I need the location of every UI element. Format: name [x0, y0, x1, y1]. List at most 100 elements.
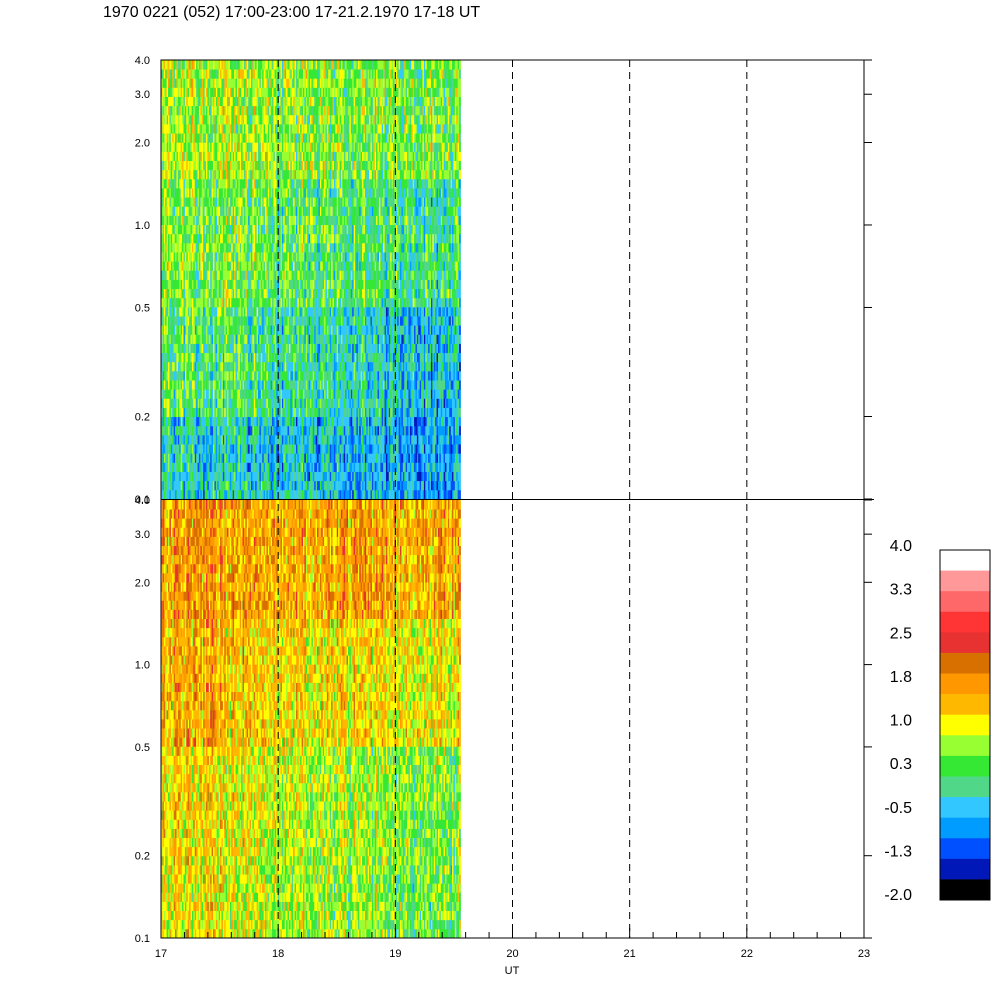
heatmap-cell — [253, 398, 256, 408]
heatmap-cell — [200, 425, 203, 436]
heatmap-cell — [177, 96, 180, 107]
heatmap-cell — [200, 242, 203, 253]
heatmap-cell — [215, 96, 218, 107]
heatmap-cell — [260, 389, 263, 399]
heatmap-cell — [193, 334, 196, 344]
heatmap-cell — [183, 242, 186, 253]
heatmap-cell — [183, 78, 186, 88]
heatmap-cell — [225, 370, 228, 381]
heatmap-cell — [259, 197, 262, 207]
heatmap-cell — [197, 105, 200, 116]
heatmap-cell — [201, 133, 204, 143]
heatmap-cell — [213, 297, 215, 308]
heatmap-cell — [238, 69, 241, 79]
heatmap-cell — [294, 425, 297, 436]
heatmap-cell — [166, 361, 169, 372]
heatmap-cell — [193, 343, 196, 354]
heatmap-cell — [224, 343, 227, 354]
heatmap-cell — [260, 489, 263, 499]
heatmap-cell — [291, 389, 294, 399]
heatmap-cell — [193, 96, 196, 107]
heatmap-cell — [229, 489, 232, 499]
heatmap-cell — [252, 453, 255, 463]
heatmap-cell — [277, 279, 280, 290]
heatmap-cell — [229, 297, 232, 308]
heatmap-cell — [222, 142, 225, 152]
heatmap-cell — [258, 270, 260, 280]
heatmap-cell — [256, 407, 259, 418]
heatmap-cell — [182, 233, 184, 244]
heatmap-cell — [222, 407, 225, 418]
heatmap-cell — [207, 480, 210, 491]
heatmap-cell — [176, 416, 179, 427]
heatmap-cell — [229, 462, 232, 472]
heatmap-cell — [288, 142, 291, 152]
heatmap-cell — [166, 133, 169, 143]
heatmap-cell — [262, 124, 265, 134]
heatmap-cell — [258, 178, 260, 189]
heatmap-cell — [232, 306, 235, 317]
heatmap-cell — [180, 398, 183, 408]
heatmap-cell — [301, 370, 304, 381]
heatmap-cell — [293, 197, 295, 207]
heatmap-cell — [288, 361, 291, 372]
heatmap-cell — [298, 133, 301, 143]
heatmap-cell — [203, 133, 205, 143]
heatmap-cell — [279, 288, 281, 299]
heatmap-cell — [249, 316, 252, 326]
heatmap-cell — [270, 142, 273, 152]
heatmap-cell — [184, 242, 187, 253]
heatmap-cell — [280, 306, 283, 317]
heatmap-cell — [256, 206, 259, 216]
heatmap-cell — [208, 114, 211, 125]
heatmap-cell — [196, 151, 198, 162]
heatmap-cell — [301, 252, 304, 262]
heatmap-cell — [163, 425, 166, 436]
heatmap-cell — [210, 297, 213, 308]
heatmap-cell — [286, 252, 288, 262]
heatmap-cell — [245, 188, 248, 198]
heatmap-cell — [260, 407, 263, 418]
heatmap-cell — [250, 407, 253, 418]
heatmap-cell — [214, 261, 217, 271]
heatmap-cell — [189, 160, 191, 171]
heatmap-cell — [182, 197, 184, 207]
heatmap-cell — [180, 334, 183, 344]
heatmap-cell — [162, 197, 165, 207]
heatmap-cell — [235, 270, 238, 280]
heatmap-cell — [169, 233, 172, 244]
heatmap-cell — [163, 151, 166, 162]
heatmap-cell — [205, 178, 208, 189]
heatmap-cell — [197, 389, 200, 399]
heatmap-cell — [221, 316, 224, 326]
heatmap-cell — [229, 370, 232, 381]
heatmap-cell — [165, 471, 168, 482]
heatmap-cell — [208, 87, 211, 97]
heatmap-cell — [224, 389, 227, 399]
heatmap-cell — [170, 78, 173, 88]
heatmap-cell — [273, 160, 276, 171]
heatmap-cell — [222, 178, 225, 189]
heatmap-cell — [194, 407, 197, 418]
heatmap-cell — [303, 124, 305, 134]
heatmap-cell — [193, 316, 196, 326]
heatmap-cell — [253, 188, 256, 198]
heatmap-cell — [205, 489, 208, 499]
heatmap-cell — [186, 151, 189, 162]
heatmap-cell — [231, 60, 234, 70]
heatmap-cell — [213, 215, 215, 226]
heatmap-cell — [196, 480, 198, 491]
heatmap-cell — [262, 398, 265, 408]
heatmap-cell — [236, 370, 239, 381]
heatmap-cell — [177, 252, 180, 262]
heatmap-cell — [274, 434, 277, 445]
heatmap-cell — [166, 279, 169, 290]
heatmap-cell — [262, 270, 265, 280]
heatmap-cell — [225, 334, 228, 344]
heatmap-cell — [217, 252, 220, 262]
heatmap-cell — [305, 60, 308, 70]
heatmap-cell — [234, 224, 236, 235]
heatmap-cell — [248, 114, 250, 125]
heatmap-cell — [293, 343, 295, 354]
heatmap-cell — [198, 151, 201, 162]
